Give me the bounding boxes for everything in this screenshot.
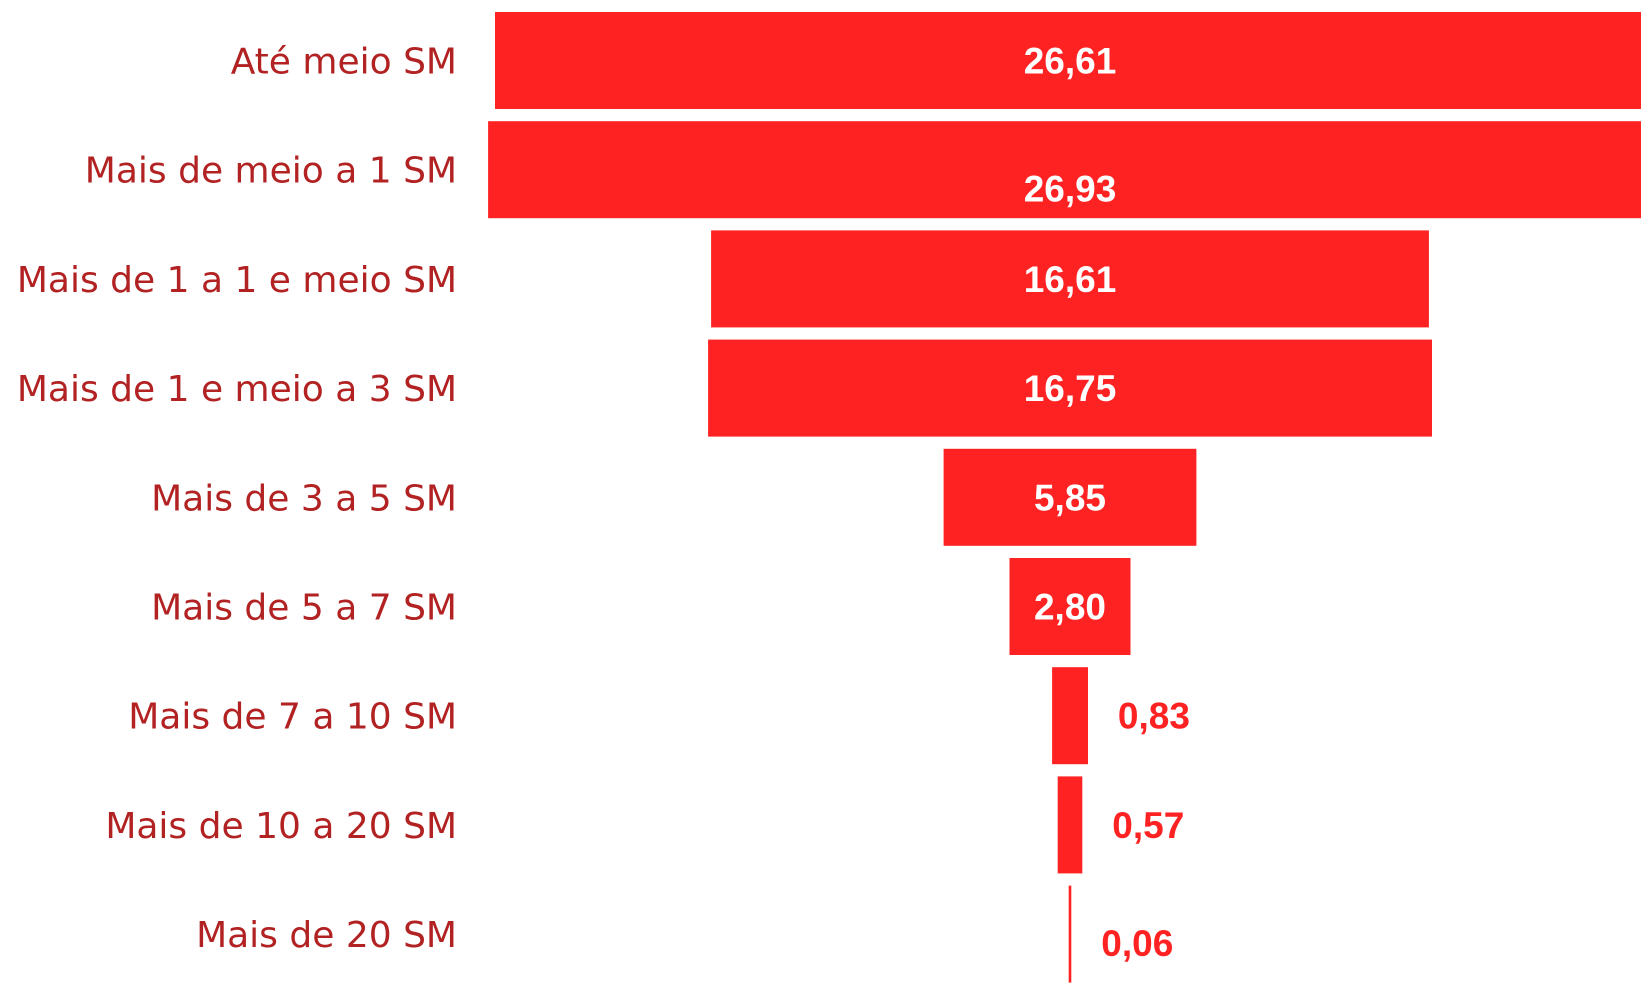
category-label: Mais de 3 a 5 SM: [151, 478, 457, 519]
value-label: 26,61: [1024, 41, 1117, 82]
value-label: 2,80: [1034, 587, 1106, 628]
funnel-bar: [1009, 558, 1131, 655]
category-label: Mais de 10 a 20 SM: [105, 806, 457, 847]
category-label: Mais de 5 a 7 SM: [151, 588, 457, 629]
category-labels: Até meio SM Mais de meio a 1 SM Mais de 1 …: [17, 42, 457, 957]
funnel-bar: [708, 339, 1432, 437]
funnel-bar: [943, 448, 1197, 546]
category-label: Mais de 7 a 10 SM: [128, 697, 457, 738]
funnel-bar: [1068, 885, 1072, 983]
funnel-bar: [1057, 776, 1083, 874]
value-label: 0,06: [1101, 923, 1173, 964]
category-label: Mais de 1 e meio a 3 SM: [17, 369, 457, 410]
category-label: Mais de meio a 1 SM: [85, 151, 457, 192]
value-label: 0,83: [1118, 696, 1190, 737]
funnel-bars: [488, 12, 1641, 983]
value-labels: 26,61 26,93 16,61 16,75 5,85 2,80 0,83 0,57 0,06: [1024, 41, 1190, 965]
value-label: 0,57: [1112, 805, 1184, 846]
value-label: 5,85: [1034, 477, 1106, 518]
funnel-bar: [1052, 667, 1088, 765]
category-label: Mais de 20 SM: [196, 915, 457, 956]
value-label: 26,93: [1024, 169, 1117, 210]
category-label: Até meio SM: [231, 42, 457, 83]
funnel-bar: [495, 12, 1641, 109]
value-label: 16,75: [1024, 368, 1117, 409]
category-label: Mais de 1 a 1 e meio SM: [17, 260, 457, 301]
funnel-bar: [711, 230, 1429, 328]
funnel-bar: [488, 121, 1641, 219]
value-label: 16,61: [1024, 259, 1117, 300]
